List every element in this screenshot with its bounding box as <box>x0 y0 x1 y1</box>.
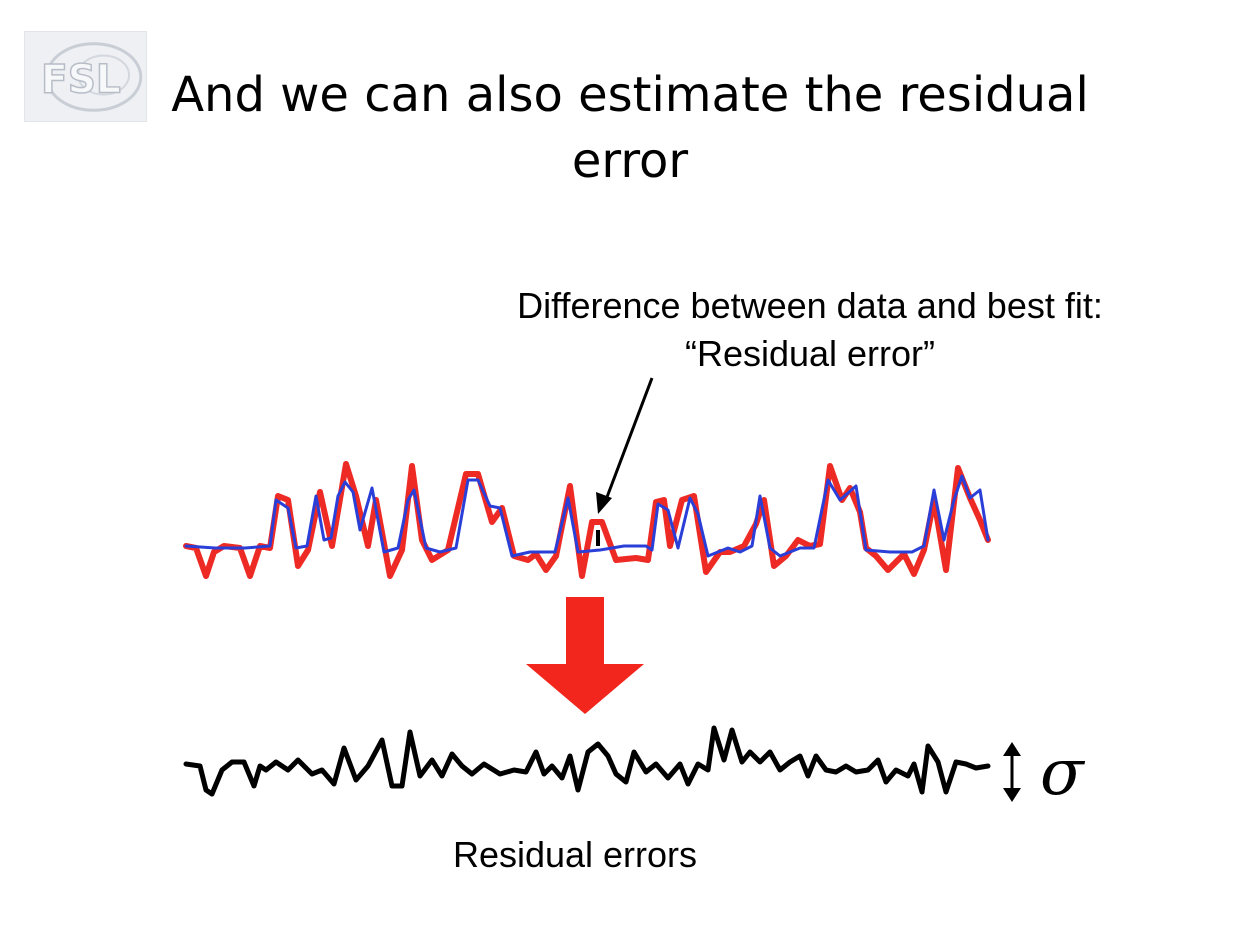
residual-errors-label: Residual errors <box>452 834 698 875</box>
residual-annotation: Difference between data and best fit: “R… <box>517 285 1103 374</box>
fsl-logo: FSL <box>24 31 147 122</box>
data-series-line <box>183 461 991 579</box>
sigma-symbol: σ <box>1040 736 1084 810</box>
fit-series-line <box>184 474 990 558</box>
slide-title: And we can also estimate the residual er… <box>171 67 1089 189</box>
thick-down-arrow-icon <box>526 597 644 714</box>
residual-series-line <box>183 725 991 797</box>
double-headed-vertical-arrow-icon <box>1003 742 1021 802</box>
svg-text:FSL: FSL <box>41 58 121 103</box>
pointer-arrow-icon <box>596 377 654 514</box>
